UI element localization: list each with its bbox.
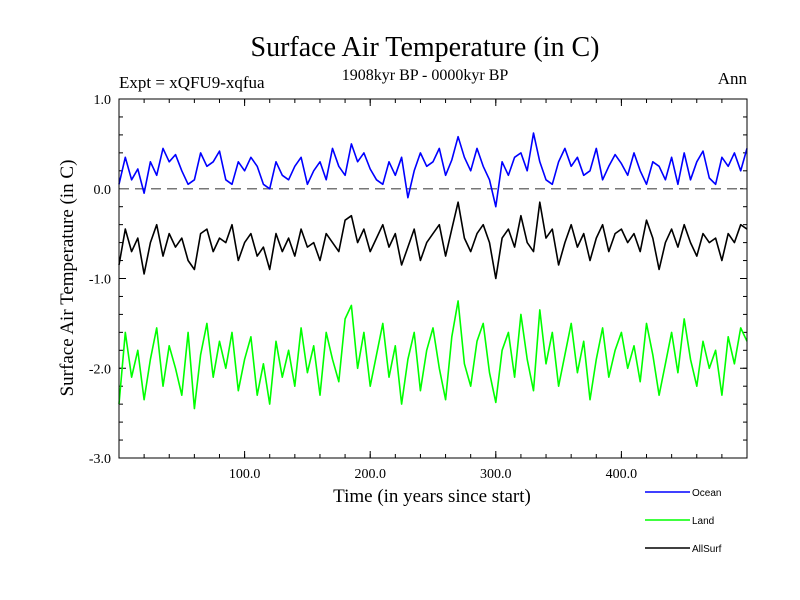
x-tick-label: 300.0 [480, 467, 512, 482]
y-tick-label: -2.0 [89, 362, 111, 377]
legend-label-ocean: Ocean [692, 488, 721, 499]
x-axis-ticks: 100.0 200.0 300.0 400.0 [143, 99, 723, 482]
series-line-ocean [118, 132, 748, 208]
y-axis-label: Surface Air Temperature (in C) [57, 160, 78, 397]
y-tick-label: 1.0 [94, 93, 112, 108]
x-axis-label: Time (in years since start) [333, 486, 531, 507]
legend-label-land: Land [692, 516, 714, 527]
x-tick-label: 400.0 [606, 467, 638, 482]
y-tick-label: -1.0 [89, 273, 111, 288]
y-tick-label: 0.0 [94, 183, 112, 198]
x-tick-label: 100.0 [229, 467, 261, 482]
legend: Ocean Land AllSurf [645, 488, 722, 555]
legend-label-allsurf: AllSurf [692, 544, 722, 555]
x-tick-label: 200.0 [354, 467, 386, 482]
chart-subtitle: 1908kyr BP - 0000kyr BP [342, 67, 509, 84]
season-label: Ann [718, 69, 748, 88]
plot-frame [118, 98, 748, 459]
series-line-land [118, 300, 748, 410]
y-tick-label: -3.0 [89, 452, 111, 467]
series-line-allsurf [118, 201, 748, 280]
series-layer [118, 132, 748, 410]
chart-title: Surface Air Temperature (in C) [251, 32, 600, 63]
experiment-label: Expt = xQFU9-xqfua [119, 73, 265, 92]
